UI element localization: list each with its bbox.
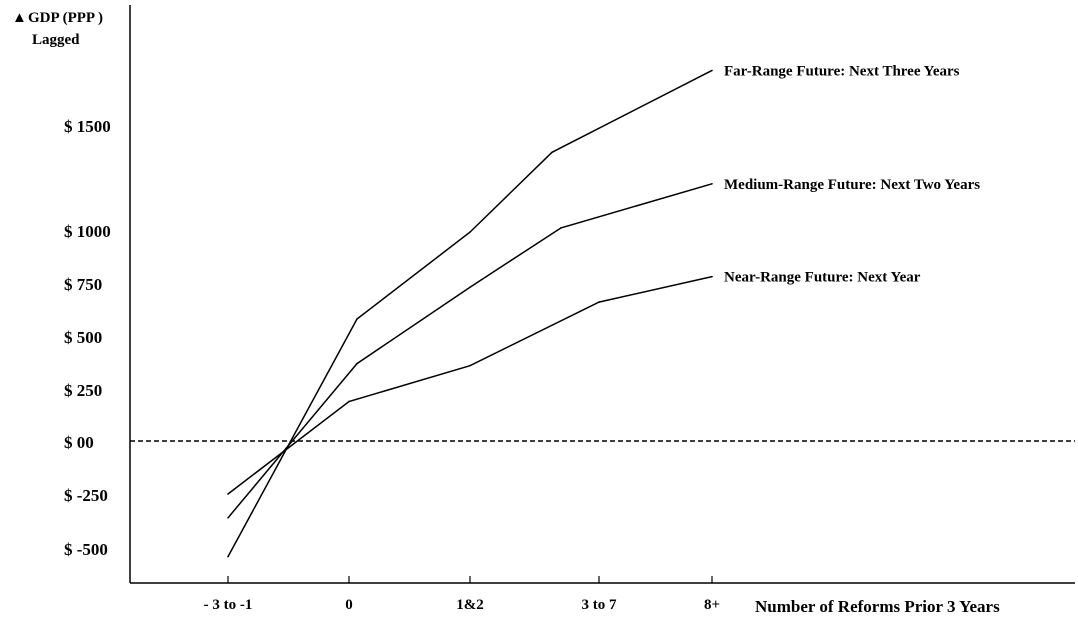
y-tick-labels: $ 1500 $ 1000 $ 750 $ 500 $ 250 $ 00 $ -250 $ -… bbox=[64, 117, 111, 559]
series-point bbox=[469, 231, 471, 233]
series-point bbox=[560, 227, 562, 229]
series-labels: Far-Range Future: Next Three Years Medium… bbox=[724, 63, 980, 285]
series-point bbox=[469, 364, 471, 367]
series-point bbox=[598, 301, 600, 303]
x-tick-label: 0 bbox=[345, 597, 353, 613]
y-axis-label-line2: Lagged bbox=[32, 32, 80, 48]
series-point bbox=[551, 151, 553, 154]
series-point bbox=[469, 286, 471, 289]
series-point bbox=[227, 555, 229, 558]
series-point bbox=[711, 69, 713, 72]
x-axis-label: Number of Reforms Prior 3 Years bbox=[755, 597, 1000, 616]
series-point bbox=[711, 275, 713, 278]
y-tick-label: $ 500 bbox=[64, 328, 102, 347]
series-point bbox=[348, 400, 350, 403]
series-line bbox=[227, 69, 713, 557]
y-tick-label: $ 750 bbox=[64, 275, 102, 294]
x-tick-label: 1&2 bbox=[456, 597, 484, 613]
series-label: Near-Range Future: Next Year bbox=[724, 270, 921, 286]
y-tick-label: $ -500 bbox=[64, 540, 108, 559]
series-lines bbox=[227, 69, 713, 558]
series-point bbox=[227, 516, 229, 519]
series-label: Medium-Range Future: Next Two Years bbox=[724, 177, 980, 193]
y-tick-label: $ 1500 bbox=[64, 117, 111, 136]
y-tick-label: $ 250 bbox=[64, 381, 102, 400]
y-tick-label: $ 00 bbox=[64, 433, 94, 452]
series-line bbox=[227, 275, 713, 495]
axes bbox=[129, 5, 1075, 584]
series-point bbox=[711, 183, 713, 185]
x-tick-labels: - 3 to -1 0 1&2 3 to 7 8+ bbox=[204, 576, 720, 613]
series-point bbox=[356, 318, 358, 320]
x-tick-label: - 3 to -1 bbox=[204, 597, 253, 613]
y-axis-label-line1: GDP (PPP ) bbox=[28, 10, 103, 26]
y-tick-label: $ -250 bbox=[64, 486, 108, 505]
x-tick-label: 3 to 7 bbox=[582, 597, 617, 613]
y-axis-arrow-icon: ▲ bbox=[12, 10, 27, 26]
series-line bbox=[227, 183, 713, 519]
x-tick-label: 8+ bbox=[704, 597, 720, 613]
series-point bbox=[356, 362, 358, 365]
series-label: Far-Range Future: Next Three Years bbox=[724, 63, 960, 79]
y-tick-label: $ 1000 bbox=[64, 222, 111, 241]
series-point bbox=[227, 493, 229, 495]
